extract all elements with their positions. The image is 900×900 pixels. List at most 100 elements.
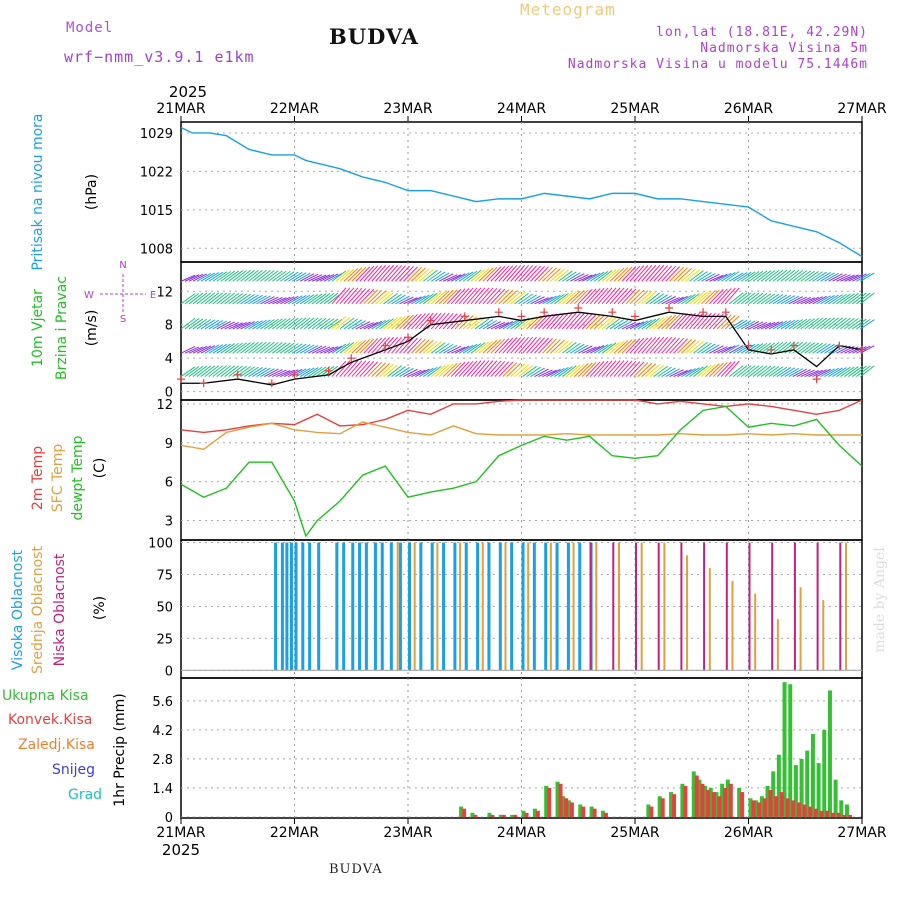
conv-precip-bar	[462, 808, 467, 817]
wind-barb	[732, 365, 748, 377]
total-precip-bar	[805, 750, 810, 817]
low-cloud-bar	[816, 542, 819, 671]
wind-gust-mark	[460, 312, 469, 321]
wind-barb	[776, 294, 792, 305]
total-precip-bar	[566, 800, 571, 817]
high-cloud-bar	[335, 542, 339, 671]
wind-barb	[272, 342, 287, 354]
wind-barb	[502, 362, 518, 377]
wind-barb	[506, 264, 522, 282]
wind-barb	[708, 362, 724, 377]
conv-precip-bar	[768, 790, 773, 817]
wind-barb	[454, 288, 470, 305]
y-tick-label: 0	[165, 386, 173, 401]
wind-barb	[713, 273, 728, 282]
wind-barb	[228, 365, 243, 377]
wind-barb	[597, 270, 613, 282]
wind-barb	[760, 270, 776, 282]
wind-barb	[609, 267, 625, 282]
wind-barb	[621, 266, 637, 282]
wind-barb	[709, 345, 724, 354]
wind-gust-mark	[290, 370, 299, 379]
wind-barb	[860, 319, 875, 330]
wind-barb	[482, 360, 498, 377]
wind-barb	[788, 270, 804, 282]
wind-barb	[482, 339, 498, 354]
mid-cloud-bar	[731, 580, 734, 671]
wind-barb	[315, 318, 331, 330]
wind-barb	[268, 342, 283, 354]
mid-cloud-bar	[527, 542, 530, 671]
wind-barb	[764, 321, 780, 330]
bottom-date-label: 22MAR	[270, 825, 319, 841]
wind-barb	[248, 269, 263, 282]
wind-barb	[820, 343, 835, 354]
high-cloud-bar	[521, 542, 525, 671]
high-cloud-bar	[342, 542, 346, 671]
total-precip-bar	[799, 758, 804, 817]
wind-barb	[816, 317, 831, 330]
wind-barb	[415, 339, 430, 354]
total-precip-bar	[714, 792, 719, 817]
wind-barb	[184, 292, 200, 305]
total-precip-bar	[691, 771, 696, 817]
conv-precip-bar	[825, 810, 830, 817]
wind-barb	[220, 321, 235, 330]
total-precip-bar	[827, 690, 832, 817]
wind-barb	[605, 287, 621, 305]
wind-barb	[629, 265, 645, 282]
wind-barb	[478, 360, 494, 377]
wind-barb	[856, 318, 871, 330]
wind-barb	[192, 318, 208, 330]
wind-barb	[744, 343, 760, 354]
wind-barb	[633, 290, 649, 305]
wind-barb	[518, 293, 533, 305]
wind-barb	[577, 288, 593, 305]
wind-barb	[430, 271, 446, 282]
wind-gust-mark	[347, 354, 356, 363]
wind-barb	[554, 340, 569, 354]
wind-barb	[236, 293, 251, 305]
wind-barb	[192, 292, 208, 305]
wind-barb	[593, 287, 609, 305]
total-precip-bar	[771, 771, 776, 817]
mid-cloud-bar	[549, 542, 552, 671]
wind-barb	[641, 318, 657, 330]
high-cloud-bar	[578, 542, 582, 671]
wind-barb	[307, 345, 323, 354]
wind-barb	[343, 287, 359, 305]
wind-axis-label: 10m Vjetar	[30, 289, 46, 367]
wind-barb	[800, 342, 816, 354]
wind-barb	[613, 360, 629, 377]
wind-barb	[609, 318, 625, 330]
wind-barb	[653, 316, 669, 330]
wind-barb	[852, 318, 867, 330]
bottom-year-label: 2025	[162, 841, 200, 859]
conv-precip-bar	[700, 783, 705, 817]
wind-barb	[661, 314, 677, 330]
wind-barb	[355, 288, 371, 305]
y-tick-label: 0	[165, 811, 173, 826]
wind-barb	[403, 297, 418, 305]
wind-barb	[442, 289, 458, 305]
wind-barb	[248, 367, 263, 378]
wind-barb	[347, 287, 363, 305]
total-precip-bar	[720, 783, 725, 817]
wind-barb	[335, 316, 351, 330]
wind-barb	[764, 366, 780, 377]
wind-barb	[387, 365, 402, 377]
wind-barb	[550, 312, 565, 330]
wind-barb	[204, 344, 220, 354]
wind-barb	[474, 287, 490, 305]
wind-barb	[375, 291, 390, 305]
wind-barb	[180, 274, 196, 282]
wind-barb	[756, 270, 772, 282]
mid-cloud-bar	[844, 542, 847, 671]
wind-barb	[367, 265, 383, 282]
wind-barb	[542, 338, 557, 354]
wind-barb	[204, 319, 220, 330]
wind-barb	[705, 289, 720, 305]
wind-barb	[248, 341, 263, 354]
wind-gust-mark	[324, 366, 333, 375]
wind-barb	[820, 272, 835, 282]
